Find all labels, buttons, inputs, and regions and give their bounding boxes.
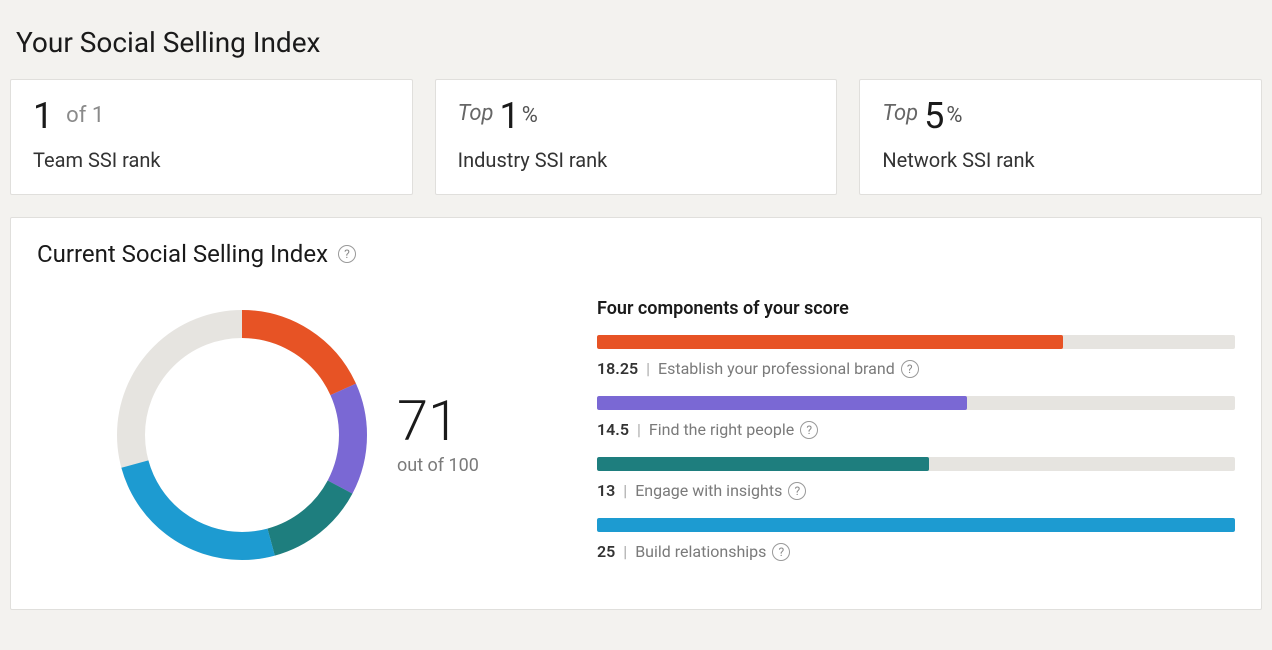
component-name: Establish your professional brand (658, 359, 895, 378)
help-icon[interactable]: ? (772, 543, 790, 561)
components-list: 18.25 | Establish your professional brand?… (597, 335, 1235, 561)
industry-rank-suffix: % (522, 103, 538, 128)
current-index-card: Current Social Selling Index ? 71 out of… (10, 217, 1262, 610)
component-value: 14.5 (597, 420, 629, 439)
separator: | (623, 481, 627, 500)
separator: | (637, 420, 641, 439)
score-sub: out of 100 (397, 455, 479, 476)
component-row: 13 | Engage with insights? (597, 457, 1235, 500)
industry-rank-label: Industry SSI rank (458, 148, 815, 172)
team-rank-label: Team SSI rank (33, 148, 390, 172)
component-bar-track (597, 518, 1235, 532)
component-value: 18.25 (597, 359, 638, 378)
component-label: 14.5 | Find the right people? (597, 420, 1235, 439)
network-rank-suffix: % (946, 103, 962, 128)
components-title: Four components of your score (597, 298, 1235, 319)
team-ssi-rank-card: 1 of 1 Team SSI rank (10, 79, 413, 195)
component-label: 25 | Build relationships? (597, 542, 1235, 561)
industry-rank-value: Top1% (458, 98, 815, 134)
component-bar-track (597, 396, 1235, 410)
component-label: 13 | Engage with insights? (597, 481, 1235, 500)
component-bar-fill (597, 335, 1063, 349)
component-bar-fill (597, 518, 1235, 532)
component-name: Find the right people (649, 420, 794, 439)
score-block: 71 out of 100 (397, 393, 479, 476)
current-index-title-row: Current Social Selling Index ? (37, 240, 1235, 268)
component-value: 13 (597, 481, 615, 500)
separator: | (646, 359, 650, 378)
components-section: Four components of your score 18.25 | Esta… (597, 290, 1235, 579)
help-icon[interactable]: ? (338, 245, 356, 263)
network-rank-value: Top5% (882, 98, 1239, 134)
team-rank-suffix: of 1 (66, 103, 104, 128)
team-rank-value: 1 of 1 (33, 98, 390, 134)
industry-rank-number: 1 (500, 95, 520, 137)
ssi-donut-chart (117, 310, 367, 560)
component-row: 25 | Build relationships? (597, 518, 1235, 561)
network-rank-number: 5 (924, 95, 944, 137)
donut-section: 71 out of 100 (37, 290, 557, 579)
main-body: 71 out of 100 Four components of your sc… (37, 290, 1235, 579)
industry-rank-prefix: Top (458, 101, 494, 126)
team-rank-number: 1 (33, 95, 53, 137)
help-icon[interactable]: ? (901, 360, 919, 378)
industry-ssi-rank-card: Top1% Industry SSI rank (435, 79, 838, 195)
help-icon[interactable]: ? (800, 421, 818, 439)
network-rank-prefix: Top (882, 101, 918, 126)
component-name: Build relationships (635, 542, 766, 561)
component-name: Engage with insights (635, 481, 782, 500)
score-number: 71 (397, 393, 479, 449)
network-ssi-rank-card: Top5% Network SSI rank (859, 79, 1262, 195)
current-index-title: Current Social Selling Index (37, 240, 328, 268)
page-title: Your Social Selling Index (16, 26, 1262, 59)
component-row: 18.25 | Establish your professional brand? (597, 335, 1235, 378)
component-value: 25 (597, 542, 615, 561)
help-icon[interactable]: ? (788, 482, 806, 500)
rank-cards-row: 1 of 1 Team SSI rank Top1% Industry SSI … (10, 79, 1262, 195)
component-bar-fill (597, 396, 967, 410)
component-bar-track (597, 335, 1235, 349)
network-rank-label: Network SSI rank (882, 148, 1239, 172)
component-row: 14.5 | Find the right people? (597, 396, 1235, 439)
component-bar-track (597, 457, 1235, 471)
component-bar-fill (597, 457, 929, 471)
component-label: 18.25 | Establish your professional brand? (597, 359, 1235, 378)
separator: | (623, 542, 627, 561)
